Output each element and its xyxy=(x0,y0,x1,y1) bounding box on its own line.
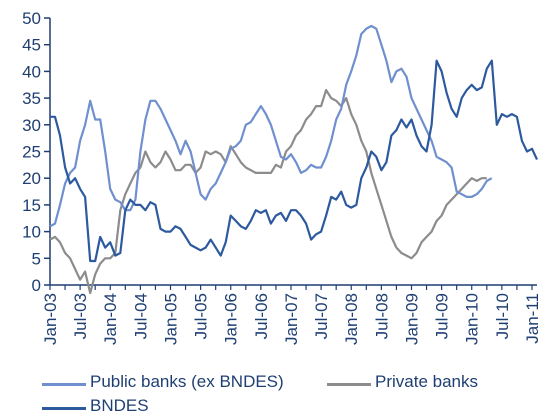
legend-swatch-private-banks xyxy=(327,383,371,386)
legend-swatch-bndes xyxy=(42,407,86,410)
legend-label-bndes: BNDES xyxy=(90,396,149,415)
x-tick-label: Jan-07 xyxy=(282,293,301,345)
legend-label-private-banks: Private banks xyxy=(375,372,478,391)
legend-swatch-public-banks xyxy=(42,383,86,386)
x-tick-label: Jul-07 xyxy=(312,293,331,339)
y-tick-label: 30 xyxy=(22,116,41,135)
x-tick-label: Jul-09 xyxy=(433,293,452,339)
series-line-private-banks xyxy=(49,88,487,295)
y-tick-label: 35 xyxy=(22,89,41,108)
x-tick-label: Jul-04 xyxy=(131,293,150,339)
y-tick-label: 20 xyxy=(22,169,41,188)
y-tick-label: 0 xyxy=(32,276,41,295)
y-tick-label: 10 xyxy=(22,223,41,242)
y-tick-label: 45 xyxy=(22,36,41,55)
x-tick-label: Jan-10 xyxy=(463,293,482,345)
x-tick-label: Jul-10 xyxy=(493,293,512,339)
x-tick-label: Jul-03 xyxy=(71,293,90,339)
x-tick-label: Jul-05 xyxy=(192,293,211,339)
y-tick-label: 25 xyxy=(22,143,41,162)
x-tick-label: Jan-05 xyxy=(161,293,180,345)
y-tick-label: 40 xyxy=(22,62,41,81)
x-tick-label: Jul-06 xyxy=(252,293,271,339)
y-tick-label: 15 xyxy=(22,196,41,215)
x-tick-label: Jan-09 xyxy=(402,293,421,345)
x-tick-label: Jan-08 xyxy=(342,293,361,345)
legend: Public banks (ex BNDES) Private banks BN… xyxy=(42,368,542,416)
series-layer xyxy=(49,24,538,295)
series-line-bndes xyxy=(50,59,538,263)
y-tick-label: 5 xyxy=(32,249,41,268)
x-tick-label: Jan-04 xyxy=(101,293,120,345)
y-tick-label: 50 xyxy=(22,9,41,28)
x-tick-label: Jan-06 xyxy=(222,293,241,345)
x-axis-ticks: Jan-03 Jul-03 Jan-04 Jul-04 Jan-05 Jul-05 Jan-… xyxy=(41,285,542,345)
legend-label-public-banks: Public banks (ex BNDES) xyxy=(90,372,284,391)
y-axis-ticks: 0 5 10 15 20 25 30 35 40 45 50 xyxy=(22,9,50,295)
series-line-public-banks-ex-bndes xyxy=(49,24,493,228)
x-tick-label: Jul-08 xyxy=(372,293,391,339)
x-tick-label: Jan-11 xyxy=(523,293,542,344)
x-tick-label: Jan-03 xyxy=(41,293,60,345)
